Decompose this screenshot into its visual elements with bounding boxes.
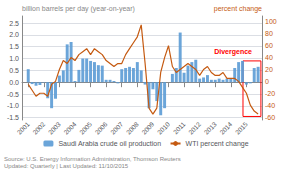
svg-text:-60: -60 [265,114,275,121]
svg-text:-0.5: -0.5 [7,91,19,98]
svg-text:Saudi Arabia crude oil product: Saudi Arabia crude oil production [58,140,161,148]
svg-text:2010: 2010 [156,120,171,135]
svg-text:Source: U.S. Energy Informatio: Source: U.S. Energy Information Administ… [4,156,181,162]
svg-text:2001: 2001 [16,120,31,135]
svg-text:2015: 2015 [234,120,249,135]
svg-text:2.5: 2.5 [9,20,19,27]
svg-text:WTI percent change: WTI percent change [186,140,249,148]
svg-text:-1.0: -1.0 [7,102,19,109]
svg-text:20: 20 [265,66,273,73]
svg-text:2004: 2004 [62,120,77,135]
svg-text:2011: 2011 [172,120,187,135]
svg-text:2003: 2003 [47,120,62,135]
svg-text:2005: 2005 [78,120,93,135]
svg-text:2006: 2006 [93,120,108,135]
svg-text:2013: 2013 [203,120,218,135]
svg-text:Divergence: Divergence [214,48,252,56]
svg-text:40: 40 [265,54,273,61]
svg-text:2.0: 2.0 [9,31,19,38]
svg-text:2008: 2008 [125,120,140,135]
svg-text:0.5: 0.5 [9,67,19,74]
svg-text:billion barrels per day (year-: billion barrels per day (year-on-year) [22,5,135,13]
svg-text:1.0: 1.0 [9,55,19,62]
svg-text:2007: 2007 [109,120,124,135]
svg-text:60: 60 [265,42,273,49]
svg-text:2012: 2012 [187,120,202,135]
svg-text:0.0: 0.0 [9,79,19,86]
svg-text:Updated: Quarterly | Last Upda: Updated: Quarterly | Last Updated: 11/10… [4,163,129,169]
svg-text:-40: -40 [265,102,275,109]
svg-text:-20: -20 [265,90,275,97]
svg-text:-1.5: -1.5 [7,114,19,121]
svg-text:percent change: percent change [214,5,262,13]
svg-text:2002: 2002 [31,120,46,135]
svg-text:1.5: 1.5 [9,43,19,50]
svg-text:100: 100 [265,18,277,25]
svg-text:0: 0 [265,78,269,85]
svg-text:80: 80 [265,30,273,37]
svg-text:2014: 2014 [218,120,233,135]
svg-text:2009: 2009 [140,120,155,135]
